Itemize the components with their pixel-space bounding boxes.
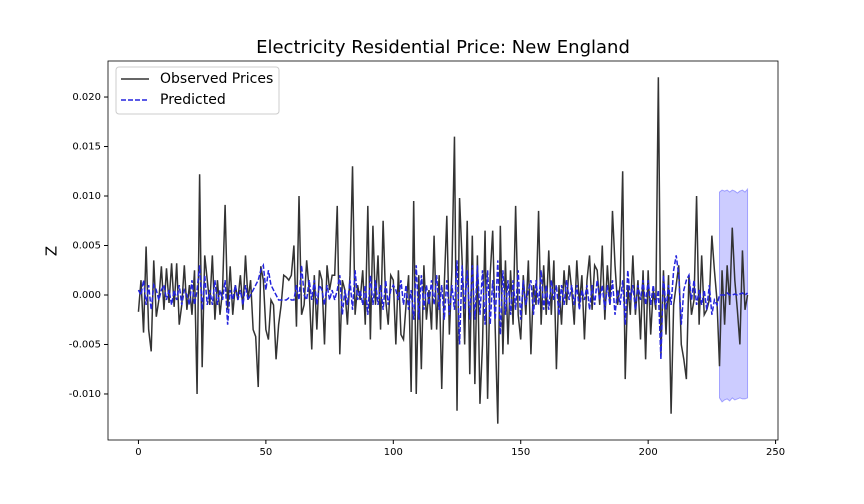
- confidence-band: [719, 187, 749, 403]
- series-line: [137, 77, 749, 424]
- y-tick-label: -0.010: [69, 389, 101, 400]
- legend-box: [115, 66, 280, 115]
- x-tick-label: 200: [639, 447, 658, 458]
- x-tick-label: 250: [766, 447, 785, 458]
- x-tick-label: 150: [511, 447, 530, 458]
- y-tick-label: 0.020: [72, 92, 101, 103]
- y-axis-label: Z: [43, 246, 61, 256]
- legend: Observed Prices Predicted: [115, 66, 280, 115]
- y-tick-label: 0.015: [72, 142, 101, 153]
- x-tick-label: 0: [135, 447, 141, 458]
- y-tick-label: -0.005: [69, 339, 101, 350]
- series-line: [137, 255, 749, 360]
- y-tick-label: 0.000: [72, 290, 101, 301]
- axes-frame: [107, 60, 779, 441]
- y-tick-label: 0.005: [72, 241, 101, 252]
- chart-title: Electricity Residential Price: New Engla…: [256, 37, 630, 58]
- x-tick-label: 100: [384, 447, 403, 458]
- legend-label: Predicted: [160, 92, 226, 108]
- y-tick-label: 0.010: [72, 191, 101, 202]
- x-tick-label: 50: [260, 447, 273, 458]
- legend-label: Observed Prices: [160, 71, 273, 87]
